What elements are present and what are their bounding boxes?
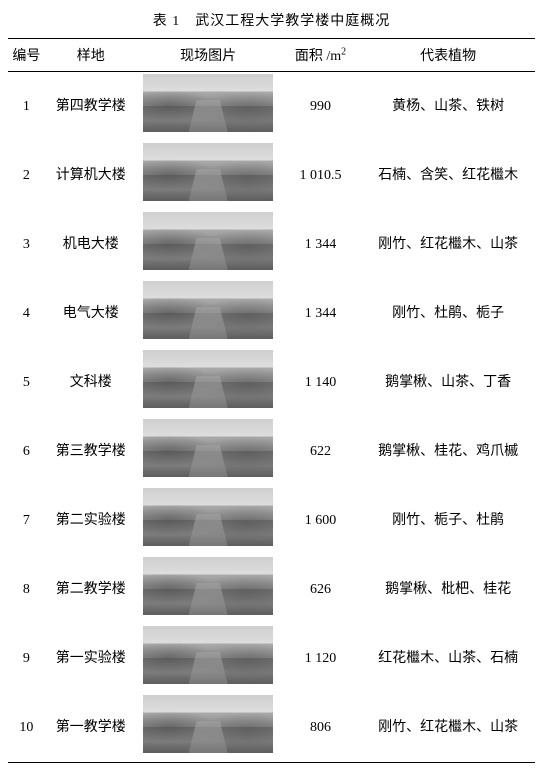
cell-site: 第二实验楼: [45, 486, 137, 555]
header-plants: 代表植物: [361, 39, 535, 72]
cell-plants: 黄杨、山茶、铁树: [361, 72, 535, 142]
cell-image: [137, 693, 280, 763]
site-photo-thumbnail: [143, 212, 273, 270]
cell-site: 文科楼: [45, 348, 137, 417]
site-photo-thumbnail: [143, 488, 273, 546]
header-area-sup: 2: [341, 46, 346, 57]
table-row: 6第三教学楼 622鹅掌楸、桂花、鸡爪槭: [8, 417, 535, 486]
table-row: 9第一实验楼 1 120红花檵木、山茶、石楠: [8, 624, 535, 693]
cell-image: [137, 624, 280, 693]
site-photo-thumbnail: [143, 350, 273, 408]
cell-image: [137, 210, 280, 279]
cell-plants: 刚竹、红花檵木、山茶: [361, 693, 535, 763]
cell-num: 6: [8, 417, 45, 486]
table-row: 1第四教学楼 990黄杨、山茶、铁树: [8, 72, 535, 142]
cell-area: 1 010.5: [280, 141, 362, 210]
courtyard-table: 编号 样地 现场图片 面积 /m2 代表植物 1第四教学楼990黄杨、山茶、铁树…: [8, 38, 535, 763]
cell-site: 计算机大楼: [45, 141, 137, 210]
cell-site: 电气大楼: [45, 279, 137, 348]
cell-area: 1 600: [280, 486, 362, 555]
table-header-row: 编号 样地 现场图片 面积 /m2 代表植物: [8, 39, 535, 72]
site-photo-thumbnail: [143, 626, 273, 684]
cell-area: 990: [280, 72, 362, 142]
cell-plants: 鹅掌楸、桂花、鸡爪槭: [361, 417, 535, 486]
cell-image: [137, 417, 280, 486]
cell-num: 10: [8, 693, 45, 763]
cell-area: 806: [280, 693, 362, 763]
cell-plants: 刚竹、杜鹃、栀子: [361, 279, 535, 348]
table-row: 10第一教学楼 806刚竹、红花檵木、山茶: [8, 693, 535, 763]
cell-num: 9: [8, 624, 45, 693]
site-photo-thumbnail: [143, 143, 273, 201]
cell-plants: 鹅掌楸、山茶、丁香: [361, 348, 535, 417]
site-photo-thumbnail: [143, 281, 273, 339]
table-row: 7第二实验楼 1 600刚竹、栀子、杜鹃: [8, 486, 535, 555]
cell-image: [137, 279, 280, 348]
site-photo-thumbnail: [143, 74, 273, 132]
table-row: 8第二教学楼 626鹅掌楸、枇杷、桂花: [8, 555, 535, 624]
cell-num: 1: [8, 72, 45, 142]
cell-num: 5: [8, 348, 45, 417]
table-row: 3机电大楼 1 344刚竹、红花檵木、山茶: [8, 210, 535, 279]
cell-plants: 石楠、含笑、红花檵木: [361, 141, 535, 210]
cell-plants: 刚竹、红花檵木、山茶: [361, 210, 535, 279]
table-row: 4电气大楼 1 344刚竹、杜鹃、栀子: [8, 279, 535, 348]
header-area: 面积 /m2: [280, 39, 362, 72]
cell-site: 第三教学楼: [45, 417, 137, 486]
header-num: 编号: [8, 39, 45, 72]
cell-site: 第四教学楼: [45, 72, 137, 142]
cell-site: 第二教学楼: [45, 555, 137, 624]
cell-area: 1 140: [280, 348, 362, 417]
table-row: 2计算机大楼 1 010.5石楠、含笑、红花檵木: [8, 141, 535, 210]
cell-plants: 红花檵木、山茶、石楠: [361, 624, 535, 693]
header-site: 样地: [45, 39, 137, 72]
cell-area: 1 344: [280, 279, 362, 348]
cell-area: 1 120: [280, 624, 362, 693]
cell-num: 2: [8, 141, 45, 210]
cell-plants: 刚竹、栀子、杜鹃: [361, 486, 535, 555]
cell-area: 1 344: [280, 210, 362, 279]
site-photo-thumbnail: [143, 419, 273, 477]
cell-site: 第一教学楼: [45, 693, 137, 763]
cell-image: [137, 72, 280, 142]
table-row: 5文科楼 1 140鹅掌楸、山茶、丁香: [8, 348, 535, 417]
cell-image: [137, 348, 280, 417]
cell-site: 第一实验楼: [45, 624, 137, 693]
site-photo-thumbnail: [143, 557, 273, 615]
cell-area: 622: [280, 417, 362, 486]
cell-num: 8: [8, 555, 45, 624]
cell-num: 3: [8, 210, 45, 279]
cell-plants: 鹅掌楸、枇杷、桂花: [361, 555, 535, 624]
cell-area: 626: [280, 555, 362, 624]
cell-site: 机电大楼: [45, 210, 137, 279]
cell-image: [137, 555, 280, 624]
cell-image: [137, 486, 280, 555]
site-photo-thumbnail: [143, 695, 273, 753]
header-area-prefix: 面积 /m: [295, 49, 341, 64]
header-image: 现场图片: [137, 39, 280, 72]
cell-num: 4: [8, 279, 45, 348]
table-title: 表 1 武汉工程大学教学楼中庭概况: [8, 10, 535, 30]
cell-num: 7: [8, 486, 45, 555]
cell-image: [137, 141, 280, 210]
